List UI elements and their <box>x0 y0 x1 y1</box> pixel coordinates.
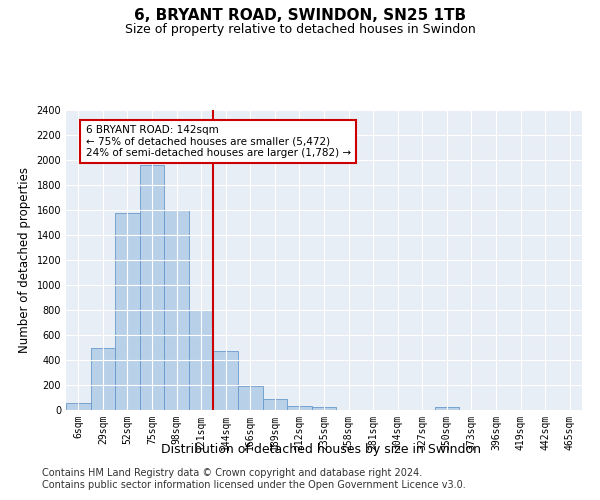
Bar <box>115 212 140 410</box>
Text: 6 BRYANT ROAD: 142sqm
← 75% of detached houses are smaller (5,472)
24% of semi-d: 6 BRYANT ROAD: 142sqm ← 75% of detached … <box>86 125 351 158</box>
Bar <box>140 165 164 410</box>
Bar <box>164 210 189 410</box>
Bar <box>434 407 459 410</box>
Bar <box>91 348 115 410</box>
Y-axis label: Number of detached properties: Number of detached properties <box>18 167 31 353</box>
Bar <box>287 406 312 410</box>
Text: Size of property relative to detached houses in Swindon: Size of property relative to detached ho… <box>125 22 475 36</box>
Text: Distribution of detached houses by size in Swindon: Distribution of detached houses by size … <box>161 442 481 456</box>
Bar <box>312 407 336 410</box>
Bar <box>238 386 263 410</box>
Text: Contains public sector information licensed under the Open Government Licence v3: Contains public sector information licen… <box>42 480 466 490</box>
Text: Contains HM Land Registry data © Crown copyright and database right 2024.: Contains HM Land Registry data © Crown c… <box>42 468 422 477</box>
Text: 6, BRYANT ROAD, SWINDON, SN25 1TB: 6, BRYANT ROAD, SWINDON, SN25 1TB <box>134 8 466 22</box>
Bar <box>66 403 91 410</box>
Bar <box>263 399 287 410</box>
Bar <box>189 310 214 410</box>
Bar <box>214 350 238 410</box>
